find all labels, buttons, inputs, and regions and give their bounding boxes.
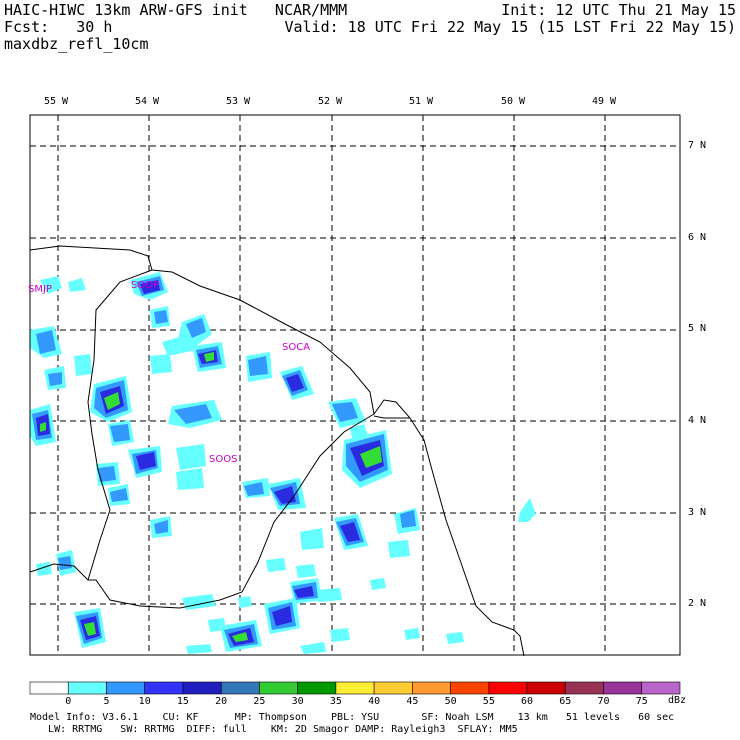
lon-label-54w: 54 W	[135, 96, 160, 107]
colorbar-tick-label: 65	[559, 696, 571, 705]
colorbar-swatch	[450, 681, 490, 695]
colorbar-swatch	[335, 681, 375, 695]
reflectivity-cells	[30, 272, 536, 654]
colorbar-swatch	[220, 681, 260, 695]
lat-label-4n: 4 N	[688, 415, 707, 426]
colorbar-swatch	[641, 681, 681, 695]
colorbar-tick-label: 25	[253, 696, 265, 705]
colorbar-swatch	[373, 681, 413, 695]
lat-label-2n: 2 N	[688, 598, 707, 609]
colorbar-swatch	[106, 681, 146, 695]
colorbar-tick-label: 20	[215, 696, 227, 705]
colorbar-tick-label: 30	[292, 696, 304, 705]
colorbar-swatch	[182, 681, 222, 695]
lon-label-49w: 49 W	[592, 96, 617, 107]
station-smjp: SMJP	[28, 284, 52, 295]
reflectivity-map: SMJP SOOP SOCA SOOS	[28, 114, 681, 657]
model-title: HAIC-HIWC 13km ARW-GFS init NCAR/MMM	[4, 1, 348, 19]
colorbar-tick-label: 70	[598, 696, 610, 705]
lon-label-52w: 52 W	[318, 96, 343, 107]
colorbar-swatch	[412, 681, 451, 695]
coastlines-borders	[29, 245, 525, 657]
model-info-line2: LW: RRTMG SW: RRTMG DIFF: full KM: 2D Sm…	[30, 724, 518, 735]
field-name: maxdbz_refl_10cm	[4, 35, 149, 53]
colorbar-tick-label: 10	[139, 696, 151, 705]
colorbar: 0 5 10 15 20 25 30 35 40 45 50 55 60 65 70 75	[29, 681, 681, 705]
lat-label-5n: 5 N	[688, 323, 707, 334]
colorbar-swatch	[144, 681, 184, 695]
lon-label-55w: 55 W	[44, 96, 69, 107]
map-frame	[29, 114, 681, 656]
lon-label-53w: 53 W	[226, 96, 251, 107]
lon-label-50w: 50 W	[501, 96, 526, 107]
colorbar-tick-label: 35	[330, 696, 342, 705]
colorbar-tick-label: 40	[368, 696, 380, 705]
init-time: Init: 12 UTC Thu 21 May 15	[501, 1, 736, 19]
colorbar-swatches	[29, 681, 681, 695]
model-info-line1: Model Info: V3.6.1 CU: KF MP: Thompson P…	[30, 712, 675, 723]
colorbar-swatch	[603, 681, 643, 695]
station-soca: SOCA	[282, 342, 310, 353]
colorbar-tick-label: 15	[177, 696, 189, 705]
colorbar-swatch	[259, 681, 298, 695]
colorbar-tick-label: 75	[636, 696, 648, 705]
colorbar-swatch	[526, 681, 566, 695]
colorbar-tick-label: 0	[65, 696, 71, 705]
valid-time: Valid: 18 UTC Fri 22 May 15 (15 LST Fri …	[284, 18, 736, 36]
colorbar-swatch	[297, 681, 337, 695]
colorbar-tick-label: 55	[483, 696, 495, 705]
colorbar-tick-label: 60	[521, 696, 533, 705]
lat-label-3n: 3 N	[688, 507, 707, 518]
colorbar-tick-label: 45	[406, 696, 418, 705]
lat-label-6n: 6 N	[688, 232, 707, 243]
lon-label-51w: 51 W	[409, 96, 434, 107]
colorbar-swatch	[29, 681, 69, 695]
colorbar-swatch	[488, 681, 528, 695]
station-soos: SOOS	[209, 454, 237, 465]
colorbar-tick-label: 5	[103, 696, 109, 705]
colorbar-swatch	[67, 681, 107, 695]
colorbar-ticks: 0 5 10 15 20 25 30 35 40 45 50 55 60 65 70 75	[65, 696, 648, 705]
station-soop: SOOP	[131, 280, 159, 291]
colorbar-unit: dBz	[668, 695, 687, 706]
forecast-hour: Fcst: 30 h	[4, 18, 113, 36]
colorbar-tick-label: 50	[445, 696, 457, 705]
lat-label-7n: 7 N	[688, 140, 707, 151]
colorbar-swatch	[564, 681, 604, 695]
